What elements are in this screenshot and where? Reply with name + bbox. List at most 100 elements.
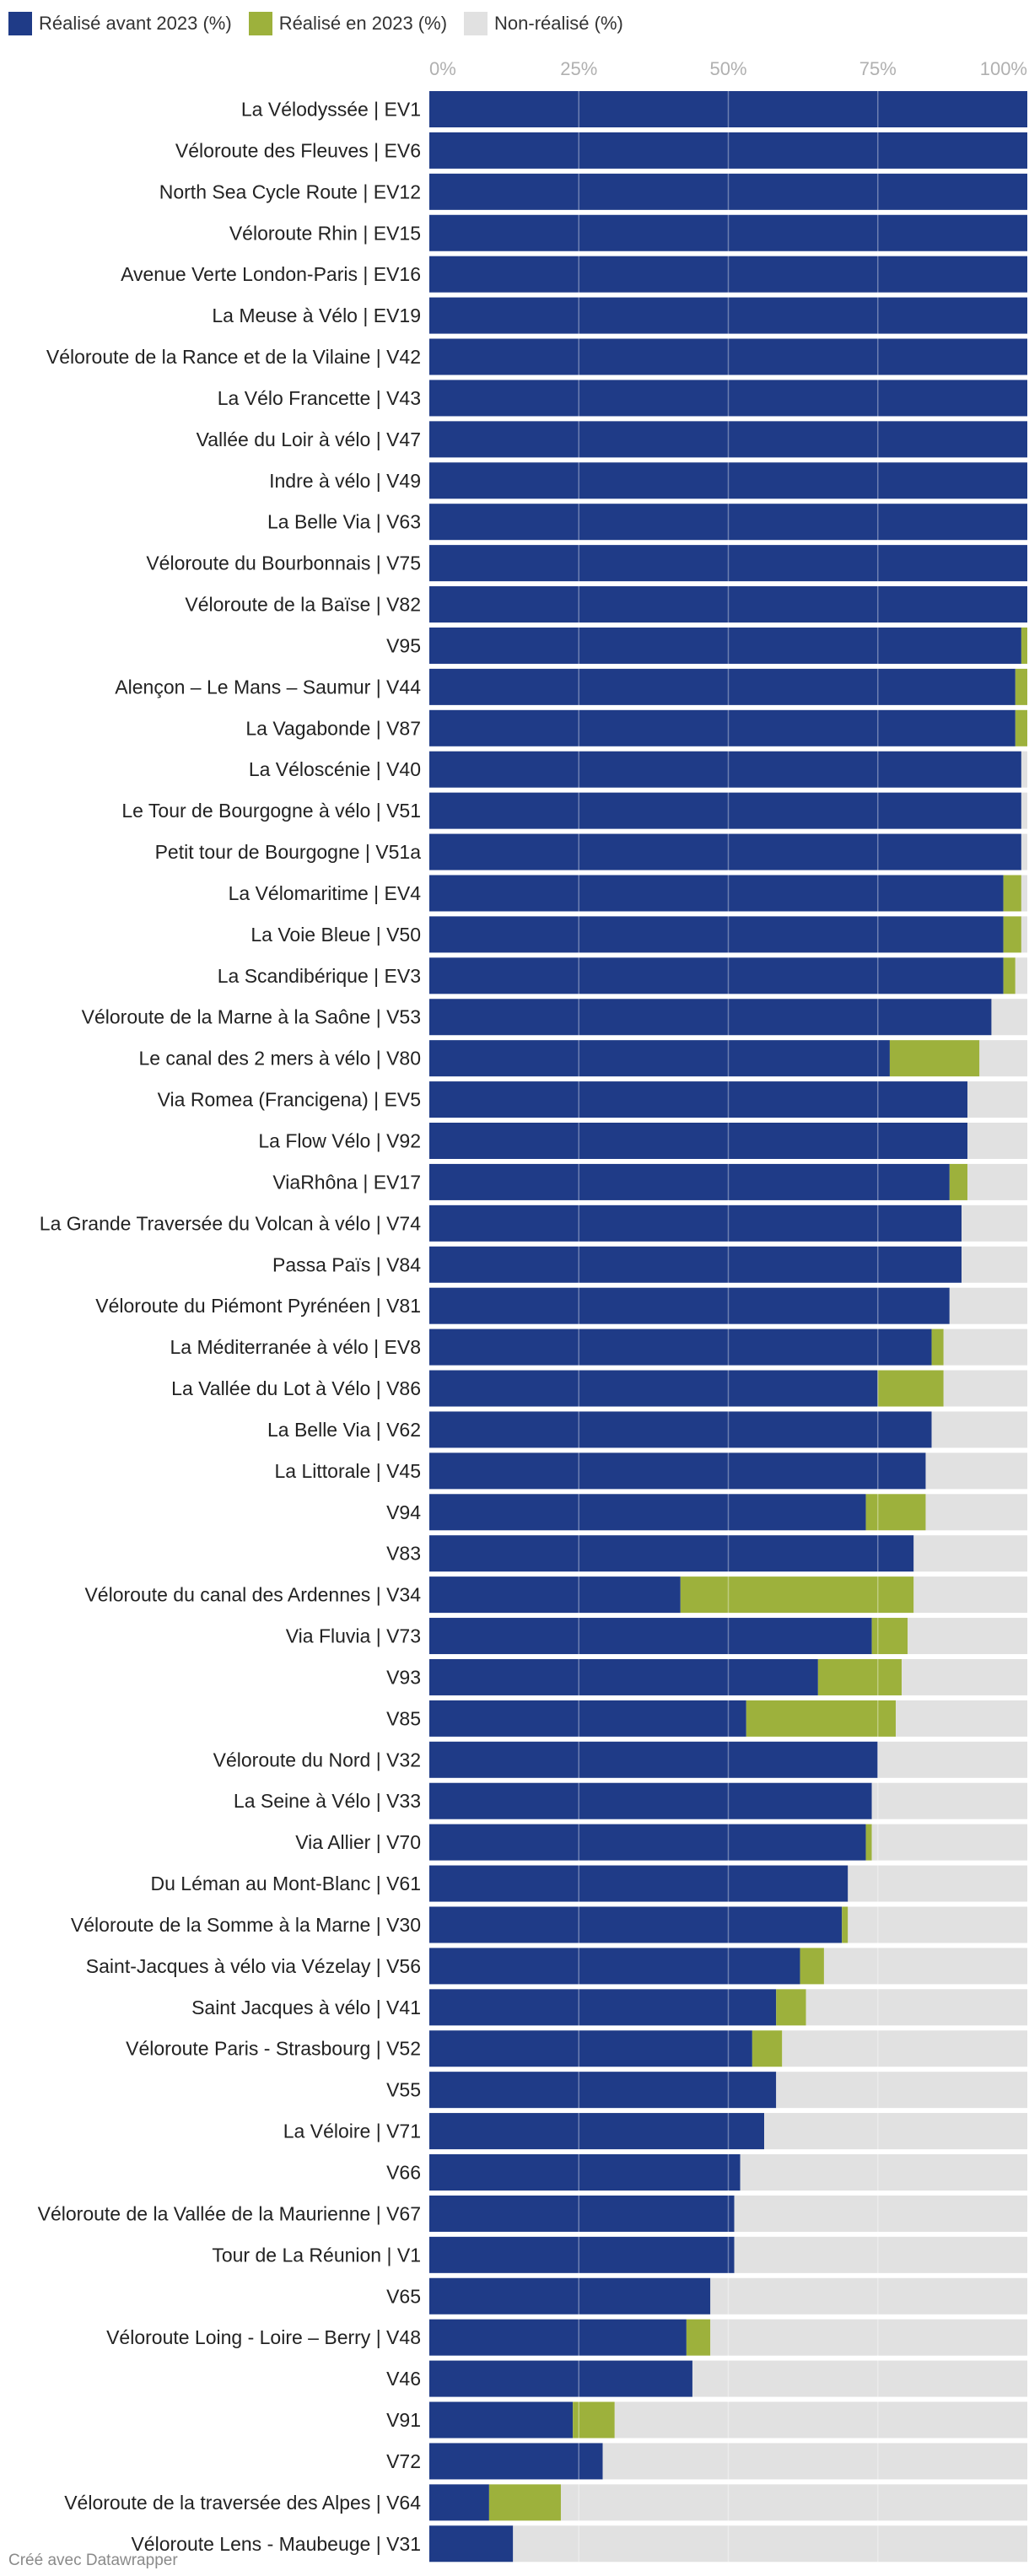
bar-petit-tour-de-bourgogne-v51a-series-0 bbox=[429, 833, 1021, 870]
bar-v46-series-2 bbox=[692, 2360, 1027, 2397]
bar-v85-series-1 bbox=[746, 1700, 897, 1737]
bar-petit-tour-de-bourgogne-v51a-series-2 bbox=[1021, 833, 1027, 870]
bar-v83-series-2 bbox=[913, 1535, 1027, 1572]
bar-v66-series-0 bbox=[429, 2154, 741, 2191]
category-label-v85: V85 bbox=[386, 1707, 421, 1729]
bar-la-grande-traversee-du-volcan-a-velo-v74-series-0 bbox=[429, 1204, 962, 1242]
category-label-la-velomaritime-ev4: La Vélomaritime | EV4 bbox=[229, 882, 422, 904]
legend-label-realise-en-2023: Réalisé en 2023 (%) bbox=[278, 13, 448, 34]
category-label-via-fluvia-v73: Via Fluvia | V73 bbox=[286, 1625, 421, 1647]
category-label-la-veloire-v71: La Véloire | V71 bbox=[283, 2121, 421, 2142]
bar-du-leman-au-mont-blanc-v61-series-2 bbox=[848, 1865, 1027, 1902]
category-label-la-mediterranee-a-velo-ev8: La Méditerranée à vélo | EV8 bbox=[170, 1336, 421, 1358]
bar-la-mediterranee-a-velo-ev8-series-2 bbox=[943, 1328, 1027, 1366]
bar-la-velodyssee-ev1-series-0 bbox=[429, 91, 1027, 127]
bar-la-littorale-v45-series-0 bbox=[429, 1452, 926, 1490]
category-label-v91: V91 bbox=[386, 2409, 421, 2431]
category-label-v83: V83 bbox=[386, 1543, 421, 1565]
bar-via-romea-francigena-ev5-series-0 bbox=[429, 1081, 968, 1118]
category-label-veloroute-paris-strasbourg-v52: Véloroute Paris - Strasbourg | V52 bbox=[126, 2038, 421, 2060]
bar-veloroute-du-nord-v32-series-2 bbox=[877, 1741, 1027, 1778]
bar-la-velo-francette-v43-series-0 bbox=[429, 380, 1027, 417]
category-label-la-vallee-du-lot-a-velo-v86: La Vallée du Lot à Vélo | V86 bbox=[171, 1377, 421, 1399]
bar-indre-a-velo-v49-series-0 bbox=[429, 462, 1027, 499]
category-label-veloroute-de-la-somme-a-la-marne-v30: Véloroute de la Somme à la Marne | V30 bbox=[71, 1914, 421, 1936]
category-label-la-meuse-a-velo-ev19: La Meuse à Vélo | EV19 bbox=[212, 304, 421, 326]
bar-la-scandiberique-ev3-series-1 bbox=[1003, 957, 1016, 994]
x-tick-label-75: 75% bbox=[859, 58, 897, 79]
bar-via-romea-francigena-ev5-series-2 bbox=[967, 1081, 1027, 1118]
bar-veloroute-paris-strasbourg-v52-series-0 bbox=[429, 2030, 752, 2067]
bar-tour-de-la-reunion-v1-series-0 bbox=[429, 2236, 735, 2273]
category-label-v95: V95 bbox=[386, 634, 421, 656]
bar-v55-series-0 bbox=[429, 2072, 777, 2109]
bar-v94-series-2 bbox=[925, 1494, 1027, 1531]
category-label-veloroute-de-la-traversee-des-alpes-v64: Véloroute de la traversée des Alpes | V6… bbox=[64, 2492, 421, 2514]
bar-le-canal-des-2-mers-a-velo-v80-series-0 bbox=[429, 1040, 890, 1077]
bar-la-velomaritime-ev4-series-2 bbox=[1021, 875, 1027, 912]
bar-v94-series-0 bbox=[429, 1494, 866, 1531]
bar-la-vallee-du-lot-a-velo-v86-series-1 bbox=[877, 1370, 944, 1407]
category-label-viarhona-ev17: ViaRhôna | EV17 bbox=[272, 1171, 421, 1193]
bar-v91-series-2 bbox=[614, 2401, 1027, 2439]
category-label-v66: V66 bbox=[386, 2162, 421, 2184]
bar-la-veloscenie-v40-series-0 bbox=[429, 751, 1021, 788]
bar-veloroute-loing-loire-berry-v48-series-0 bbox=[429, 2319, 687, 2356]
bar-veloroute-lens-maubeuge-v31-series-2 bbox=[513, 2525, 1027, 2563]
bar-la-velomaritime-ev4-series-0 bbox=[429, 875, 1004, 912]
category-label-veloroute-des-fleuves-ev6: Véloroute des Fleuves | EV6 bbox=[175, 139, 421, 161]
bar-v95-series-1 bbox=[1021, 627, 1027, 664]
bar-veloroute-de-la-traversee-des-alpes-v64-series-1 bbox=[488, 2484, 561, 2521]
bar-la-vagabonde-v87-series-0 bbox=[429, 709, 1016, 746]
bar-la-belle-via-v62-series-2 bbox=[931, 1411, 1027, 1448]
bar-la-mediterranee-a-velo-ev8-series-0 bbox=[429, 1328, 932, 1366]
category-label-v72: V72 bbox=[386, 2450, 421, 2472]
category-label-veloroute-lens-maubeuge-v31: Véloroute Lens - Maubeuge | V31 bbox=[131, 2533, 421, 2555]
category-label-passa-pais-v84: Passa Païs | V84 bbox=[272, 1253, 421, 1275]
category-label-le-canal-des-2-mers-a-velo-v80: Le canal des 2 mers à vélo | V80 bbox=[138, 1048, 421, 1070]
legend-item-non-realise: Non-réalisé (%) bbox=[464, 12, 623, 35]
bar-la-seine-a-velo-v33-series-0 bbox=[429, 1782, 872, 1819]
bar-la-vallee-du-lot-a-velo-v86-series-2 bbox=[943, 1370, 1027, 1407]
category-label-v65: V65 bbox=[386, 2285, 421, 2307]
bar-la-scandiberique-ev3-series-0 bbox=[429, 957, 1004, 994]
bar-la-veloire-v71-series-0 bbox=[429, 2113, 765, 2150]
bar-la-veloscenie-v40-series-2 bbox=[1021, 751, 1027, 788]
bar-veloroute-lens-maubeuge-v31-series-0 bbox=[429, 2525, 514, 2563]
bar-la-mediterranee-a-velo-ev8-series-1 bbox=[931, 1328, 944, 1366]
bar-la-scandiberique-ev3-series-2 bbox=[1015, 957, 1027, 994]
bar-saint-jacques-a-velo-via-vezelay-v56-series-0 bbox=[429, 1948, 800, 1985]
legend-swatch-non-realise bbox=[464, 12, 488, 35]
category-label-saint-jacques-a-velo-v41: Saint Jacques à vélo | V41 bbox=[191, 1997, 421, 2018]
bar-via-fluvia-v73-series-0 bbox=[429, 1618, 872, 1655]
x-tick-label-0: 0% bbox=[429, 58, 456, 79]
bar-viarhona-ev17-series-0 bbox=[429, 1163, 950, 1200]
bar-tour-de-la-reunion-v1-series-2 bbox=[734, 2236, 1027, 2273]
category-label-la-voie-bleue-v50: La Voie Bleue | V50 bbox=[251, 924, 421, 946]
bar-la-flow-velo-v92-series-2 bbox=[967, 1123, 1027, 1159]
legend-label-realise-avant-2023: Réalisé avant 2023 (%) bbox=[39, 13, 232, 34]
bar-passa-pais-v84-series-2 bbox=[962, 1246, 1027, 1283]
bar-saint-jacques-a-velo-v41-series-1 bbox=[776, 1989, 806, 2026]
bar-la-velomaritime-ev4-series-1 bbox=[1003, 875, 1021, 912]
bar-alencon-le-mans-saumur-v44-series-1 bbox=[1015, 668, 1027, 705]
bar-veloroute-de-la-traversee-des-alpes-v64-series-2 bbox=[560, 2484, 1027, 2521]
bar-veloroute-du-bourbonnais-v75-series-0 bbox=[429, 545, 1027, 582]
category-label-v55: V55 bbox=[386, 2079, 421, 2101]
credit-footer: Créé avec Datawrapper bbox=[8, 2552, 178, 2569]
category-label-v93: V93 bbox=[386, 1666, 421, 1688]
category-label-veloroute-du-canal-des-ardennes-v34: Véloroute du canal des Ardennes | V34 bbox=[84, 1584, 421, 1606]
bar-v95-series-0 bbox=[429, 627, 1021, 664]
bar-via-allier-v70-series-0 bbox=[429, 1824, 866, 1861]
bar-via-fluvia-v73-series-2 bbox=[908, 1618, 1027, 1655]
bar-v55-series-2 bbox=[776, 2072, 1027, 2109]
category-label-avenue-verte-london-paris-ev16: Avenue Verte London-Paris | EV16 bbox=[121, 263, 421, 285]
bar-v91-series-0 bbox=[429, 2401, 574, 2439]
category-label-veloroute-de-la-baise-v82: Véloroute de la Baïse | V82 bbox=[185, 594, 421, 616]
chart-legend: Réalisé avant 2023 (%) Réalisé en 2023 (… bbox=[8, 12, 623, 35]
bar-la-vallee-du-lot-a-velo-v86-series-0 bbox=[429, 1370, 878, 1407]
category-label-v46: V46 bbox=[386, 2368, 421, 2390]
category-label-la-vagabonde-v87: La Vagabonde | V87 bbox=[245, 717, 421, 739]
bar-veloroute-du-piemont-pyreneen-v81-series-2 bbox=[949, 1287, 1027, 1324]
